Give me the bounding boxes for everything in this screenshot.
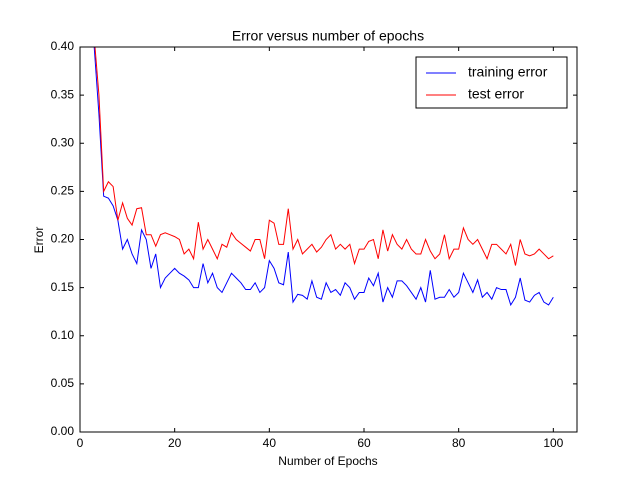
y-tick-label: 0.05	[51, 376, 75, 390]
x-tick-label: 60	[357, 436, 371, 450]
x-tick-label: 100	[543, 436, 563, 450]
x-tick-label: 40	[263, 436, 277, 450]
line-series	[93, 47, 554, 307]
legend-box	[415, 56, 568, 109]
y-tick-label: 0.20	[51, 232, 75, 246]
x-tick-label: 80	[452, 436, 466, 450]
y-tick-label: 0.35	[51, 87, 75, 101]
legend-label: training error	[468, 64, 548, 80]
y-tick-label: 0.00	[51, 424, 75, 438]
y-tick-label: 0.40	[51, 39, 75, 53]
line-series	[94, 47, 554, 266]
y-tick-label: 0.15	[51, 280, 75, 294]
x-tick-label: 0	[77, 436, 84, 450]
y-tick-label: 0.10	[51, 328, 75, 342]
x-tick-label: 20	[168, 436, 182, 450]
y-axis-label: Error	[32, 227, 46, 254]
y-tick-label: 0.30	[51, 135, 75, 149]
x-axis-label: Number of Epochs	[278, 454, 377, 468]
legend-label: test error	[468, 86, 524, 102]
plot-frame	[79, 46, 578, 433]
y-tick-label: 0.25	[51, 184, 75, 198]
chart-title: Error versus number of epochs	[232, 28, 424, 44]
